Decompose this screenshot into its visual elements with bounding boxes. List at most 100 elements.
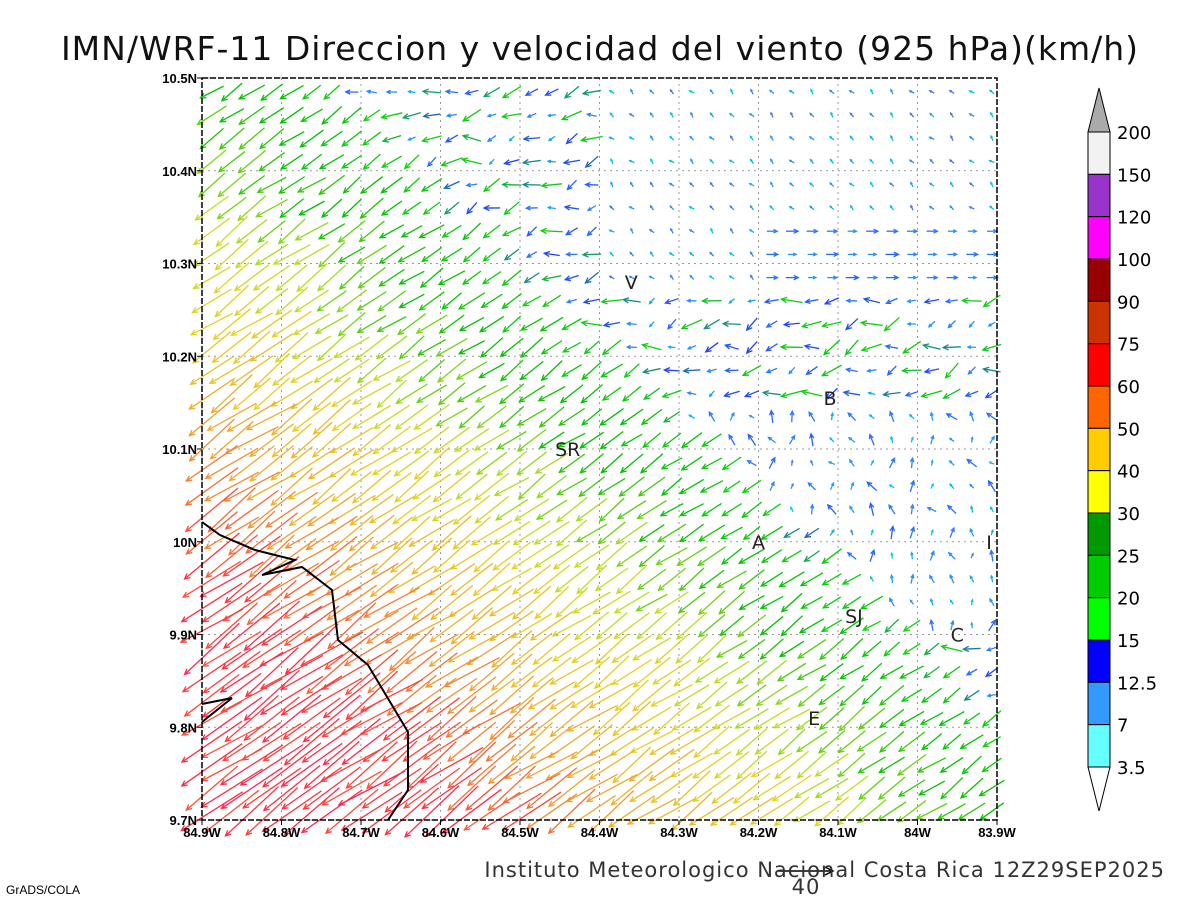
wind-arrow (575, 497, 608, 522)
wind-arrow (979, 802, 1005, 821)
wind-arrow (378, 224, 405, 239)
wind-arrow (845, 274, 860, 281)
wind-arrow (208, 356, 255, 385)
wind-arrow (349, 493, 394, 526)
place-label: E (808, 708, 820, 730)
wind-arrow (789, 409, 795, 423)
wind-arrow (546, 113, 556, 118)
wind-arrow (610, 181, 614, 188)
wind-arrow (205, 534, 259, 579)
wind-arrow (192, 217, 231, 246)
wind-arrow (690, 158, 694, 165)
wind-arrow (243, 669, 300, 722)
wind-arrow (803, 343, 820, 350)
wind-arrow (538, 406, 565, 428)
coastline-main (201, 521, 409, 821)
wind-arrow (426, 695, 477, 742)
wind-arrow (281, 766, 343, 810)
wind-arrow (521, 181, 541, 188)
wind-arrow (270, 446, 313, 481)
wind-arrow (754, 728, 789, 755)
wind-arrow (904, 391, 919, 397)
wind-arrow (403, 154, 420, 170)
wind-arrow (283, 559, 340, 599)
wind-arrow (465, 765, 519, 811)
lon-tick-label: 83.9W (978, 825, 1016, 840)
wind-arrow (376, 379, 407, 409)
wind-arrow (667, 345, 676, 349)
map-title: IMN/WRF-11 Direccion y velocidad del vie… (61, 29, 1139, 68)
wind-arrow (788, 366, 796, 375)
lon-tick-label: 84.4W (581, 825, 619, 840)
wind-arrow (881, 390, 901, 398)
wind-arrow (709, 796, 754, 826)
wind-arrow (189, 312, 233, 336)
wind-arrow (257, 219, 286, 243)
wind-arrow (988, 618, 997, 632)
wind-arrow (921, 343, 941, 350)
wind-arrow (210, 374, 253, 414)
wind-arrow (688, 206, 695, 210)
wind-arrow (228, 445, 275, 482)
wind-arrow (730, 88, 734, 95)
wind-arrow (362, 153, 381, 171)
wind-arrow (655, 611, 688, 641)
wind-arrow (990, 574, 994, 583)
wind-arrow (984, 667, 999, 678)
wind-arrow (468, 719, 516, 764)
wind-arrow (523, 272, 540, 284)
wind-arrow (193, 242, 230, 267)
wind-arrow (673, 657, 711, 687)
wind-arrow (670, 111, 674, 118)
wind-arrow (279, 198, 304, 219)
wind-arrow (847, 436, 856, 443)
wind-arrow (663, 297, 679, 305)
wind-arrow (422, 723, 481, 760)
wind-arrow (704, 342, 719, 353)
wind-arrow (618, 476, 645, 497)
wind-arrow (777, 728, 806, 756)
wind-arrow (526, 767, 578, 810)
wind-arrow (959, 777, 984, 799)
wind-arrow (907, 275, 918, 280)
wind-arrow (421, 767, 482, 810)
wind-arrow (549, 659, 594, 685)
wind-arrow (680, 455, 703, 471)
wind-arrow (348, 514, 395, 552)
wind-arrow (482, 204, 500, 212)
wind-arrow (778, 640, 805, 658)
wind-arrow (690, 111, 694, 118)
wind-arrow (218, 108, 245, 123)
wind-arrow (822, 339, 841, 356)
wind-arrow (688, 251, 695, 257)
wind-arrow (886, 274, 900, 281)
lat-tick-label: 10.1N (162, 442, 197, 457)
wind-arrow (749, 251, 754, 257)
wind-arrow (185, 765, 239, 811)
wind-arrow (238, 127, 265, 150)
wind-arrow (266, 515, 317, 550)
wind-arrow (521, 295, 542, 307)
wind-arrow (889, 573, 894, 584)
wind-arrow (373, 404, 410, 430)
wind-arrow (588, 749, 635, 780)
wind-arrow (946, 504, 957, 514)
wind-arrow (616, 545, 648, 567)
wind-arrow (788, 159, 795, 164)
wind-arrow (594, 633, 629, 665)
wind-arrow (986, 275, 999, 281)
wind-arrow (819, 637, 845, 661)
wind-arrow (661, 432, 682, 448)
wind-arrow (621, 297, 641, 304)
wind-arrow (384, 787, 440, 836)
wind-arrow (708, 275, 715, 280)
wind-arrow (949, 205, 955, 211)
wind-arrow (869, 575, 874, 582)
wind-arrow (948, 89, 955, 94)
colorbar-box (1087, 597, 1111, 641)
wind-arrow (211, 331, 252, 364)
wind-arrow (800, 320, 822, 329)
wind-arrow (385, 89, 398, 95)
wind-arrow (471, 585, 512, 621)
wind-arrow (411, 498, 452, 521)
